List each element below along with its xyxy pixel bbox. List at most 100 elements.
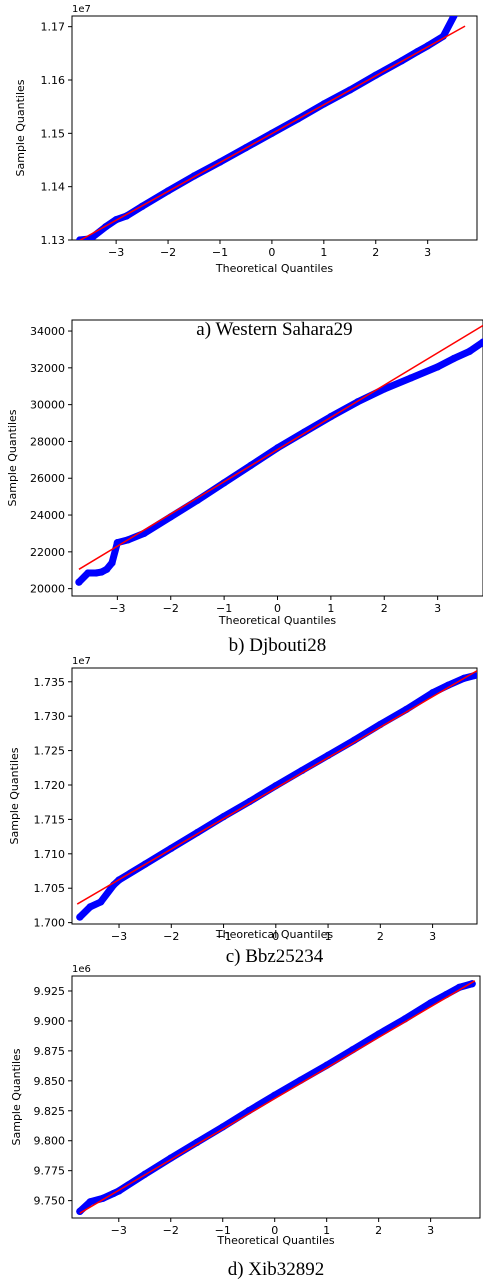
quantile-point [246,797,254,806]
axis-offset-label: 1e6 [72,964,91,975]
quantile-point [460,0,467,7]
quantile-point [86,1198,94,1206]
y-tick-label: 26000 [30,472,65,485]
qq-panel-1: −3 −2 −1 0 1 2 3 1.13 1.14 1.15 1.16 1.17 1e7 Theoret… [14,0,478,340]
y-tick-label: 1.16 [41,74,66,87]
y-tick-label: 9.850 [34,1075,66,1088]
plot-area [75,324,483,586]
plot-area [76,670,477,921]
sample-quantile-trail [76,672,477,921]
x-tick-label: −3 [108,246,124,259]
x-tick-label: 3 [434,602,441,615]
reference-line [78,324,483,570]
y-tick-label: 9.750 [34,1195,66,1208]
x-tick-label: 2 [375,1224,382,1237]
sample-quantile-trail [76,16,458,240]
y-tick-label: 34000 [30,325,65,338]
y-tick-label: 28000 [30,435,65,448]
quantile-point [97,898,105,906]
x-tick-label: 1 [323,1224,330,1237]
x-axis-label: Theoretical Quantiles [216,1234,334,1247]
quantile-point [466,347,474,355]
y-tick-label: 30000 [30,399,65,412]
plot-frame [71,15,478,241]
sample-quantile-trail [75,338,483,586]
quantile-point [92,569,100,577]
x-tick-label: 0 [271,1224,278,1237]
x-tick-label: −1 [215,930,231,943]
y-axis-label: Sample Quantiles [8,747,21,844]
y-tick-label: 9.825 [34,1105,66,1118]
y-tick-label: 24000 [30,509,65,522]
qq-panel-3: −3 −2 −1 0 1 2 3 1.700 1.705 1.710 1.715 1.720 1.725… [8,656,478,967]
x-tick-label: −2 [163,930,179,943]
x-tick-label: −1 [216,602,232,615]
y-tick-label: 1.715 [34,813,66,826]
y-tick-label: 1.13 [41,234,66,247]
y-tick-label: 20000 [30,583,65,596]
y-tick-label: 1.17 [41,21,66,34]
axis-offset-label: 1e7 [72,656,91,667]
y-axis-label: Sample Quantiles [10,1048,23,1145]
panel-caption: b) Djbouti28 [229,635,327,656]
quantile-point [453,8,460,15]
qq-panel-4: −3 −2 −1 0 1 2 3 9.750 9.775 9.800 9.825 9.850 9.875… [10,964,481,1280]
plot-frame [71,975,481,1219]
reference-line [79,980,476,1214]
plot-frame [71,319,483,597]
x-tick-label: −1 [215,1224,231,1237]
panel-caption: d) Xib32892 [228,1259,325,1280]
x-tick-label: −3 [109,602,125,615]
x-tick-label: −2 [160,246,176,259]
quantile-point [76,913,84,921]
y-tick-label: 9.875 [34,1045,66,1058]
quantile-point [76,1207,84,1216]
y-tick-label: 9.800 [34,1135,66,1148]
plot-frame [71,667,478,925]
x-tick-label: 1 [325,930,332,943]
qq-panel-2: −3 −2 −1 0 1 2 3 20000 22000 24000 26000 28000 30000… [6,319,483,656]
x-tick-label: −2 [163,602,179,615]
y-tick-label: 22000 [30,546,65,559]
y-axis-label: Sample Quantiles [14,79,27,176]
plot-area [76,980,476,1216]
x-tick-label: 1 [327,602,334,615]
y-tick-label: 1.725 [34,745,66,758]
panel-caption: c) Bbz25234 [226,946,324,967]
x-tick-label: 3 [427,1224,434,1237]
y-tick-label: 9.775 [34,1165,66,1178]
axis-offset-label: 1e7 [72,4,91,15]
quantile-point [428,689,437,697]
y-tick-label: 1.700 [34,917,66,930]
y-axis-label: Sample Quantiles [6,409,19,506]
quantile-point [450,355,458,363]
y-tick-label: 1.15 [41,127,66,140]
quantile-point [193,1138,201,1147]
x-tick-label: 1 [320,246,327,259]
quantile-point [103,565,111,573]
x-axis-label: Theoretical Quantiles [215,262,333,275]
y-tick-label: 1.720 [34,779,66,792]
x-axis-label: Theoretical Quantiles [215,928,333,941]
y-tick-label: 9.900 [34,1015,66,1028]
x-tick-label: −3 [111,1224,127,1237]
y-tick-label: 1.730 [34,710,66,723]
quantile-point [273,444,282,452]
x-tick-label: 3 [429,930,436,943]
y-tick-label: 1.710 [34,848,66,861]
quantile-point [427,999,435,1007]
x-tick-label: 0 [272,930,279,943]
x-tick-label: 2 [377,930,384,943]
y-tick-label: 9.925 [34,985,66,998]
quantile-point [86,903,94,911]
x-axis-label: Theoretical Quantiles [218,614,336,627]
reference-line [76,670,477,905]
y-tick-label: 1.705 [34,882,66,895]
reference-line [79,25,466,240]
quantile-point [434,363,442,371]
quantile-point [407,374,415,382]
x-tick-label: 0 [268,246,275,259]
x-tick-label: 2 [372,246,379,259]
y-tick-label: 32000 [30,362,65,375]
